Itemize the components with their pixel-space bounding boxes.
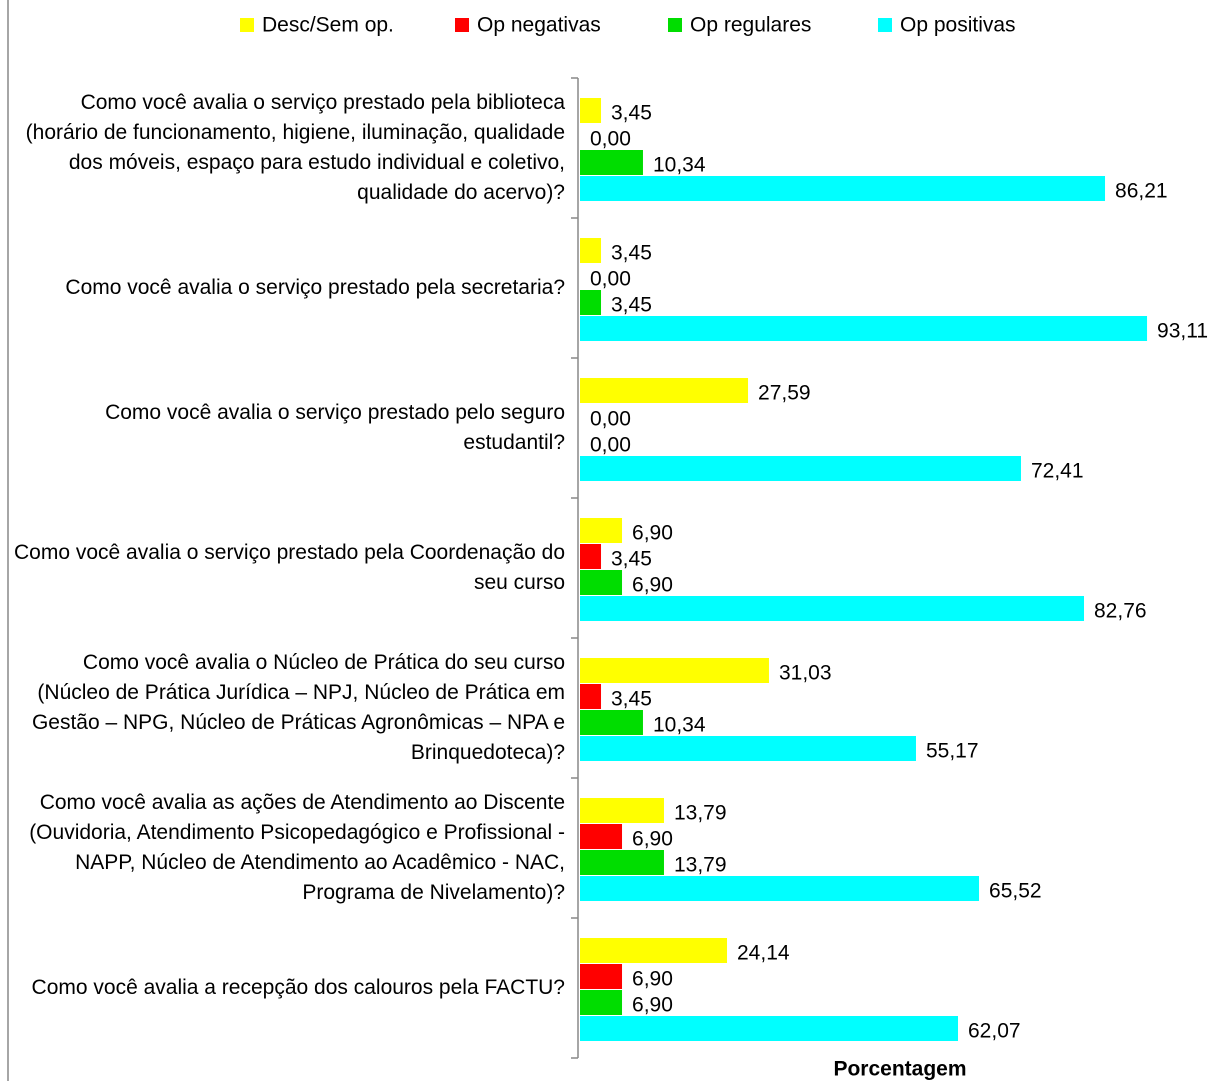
bar [580, 850, 664, 875]
legend-label: Op regulares [690, 14, 811, 37]
value-label: 3,45 [611, 294, 652, 317]
value-label: 3,45 [611, 548, 652, 571]
category-label: Como você avalia o serviço prestado pela… [14, 541, 565, 594]
value-label: 65,52 [989, 880, 1042, 903]
bar [580, 876, 980, 901]
category-label: Como você avalia o serviço prestado pela… [65, 276, 565, 299]
bar [580, 596, 1085, 621]
category-label: Como você avalia a recepção dos calouros… [31, 976, 565, 999]
value-label: 10,34 [653, 154, 706, 177]
value-label: 0,00 [590, 408, 631, 431]
value-label: 86,21 [1115, 180, 1168, 203]
value-label: 10,34 [653, 714, 706, 737]
category-label: Como você avalia o serviço prestado pela… [25, 91, 565, 204]
category-label: Como você avalia o Núcleo de Prática do … [31, 651, 565, 764]
value-label: 0,00 [590, 268, 631, 291]
value-label: 0,00 [590, 128, 631, 151]
value-label: 27,59 [758, 382, 811, 405]
bar [580, 570, 623, 595]
value-label: 0,00 [590, 434, 631, 457]
bar [580, 98, 602, 123]
x-axis-title: Porcentagem [833, 1058, 966, 1081]
bar [580, 938, 728, 963]
bar [580, 736, 916, 761]
value-label: 3,45 [611, 242, 652, 265]
bar [580, 176, 1106, 201]
bar [580, 710, 643, 735]
bar [580, 684, 602, 709]
bar [580, 658, 769, 683]
value-label: 6,90 [632, 968, 673, 991]
legend-swatch [240, 18, 254, 32]
legend-label: Desc/Sem op. [262, 14, 394, 37]
category-label: Como você avalia o serviço prestado pelo… [105, 401, 565, 454]
legend-swatch [455, 18, 469, 32]
value-label: 82,76 [1094, 600, 1147, 623]
legend-label: Op negativas [477, 14, 601, 37]
bar [580, 290, 602, 315]
legend-label: Op positivas [900, 14, 1016, 37]
value-label: 13,79 [674, 854, 727, 877]
bar [580, 518, 623, 543]
bar [580, 238, 602, 263]
value-label: 55,17 [926, 740, 979, 763]
bar [580, 150, 643, 175]
bar [580, 798, 664, 823]
bar [580, 1016, 959, 1041]
bar [580, 316, 1148, 341]
bar [580, 964, 623, 989]
value-label: 6,90 [632, 828, 673, 851]
value-label: 24,14 [737, 942, 790, 965]
legend-swatch [878, 18, 892, 32]
bar [580, 544, 602, 569]
category-label: Como você avalia as ações de Atendimento… [29, 791, 565, 904]
value-label: 13,79 [674, 802, 727, 825]
bar [580, 456, 1021, 481]
bar [580, 824, 623, 849]
bar [580, 378, 749, 403]
value-label: 31,03 [779, 662, 832, 685]
value-label: 62,07 [968, 1020, 1021, 1043]
bar [580, 990, 623, 1015]
value-label: 6,90 [632, 994, 673, 1017]
value-label: 72,41 [1031, 460, 1084, 483]
value-label: 93,11 [1157, 320, 1208, 343]
value-label: 6,90 [632, 574, 673, 597]
value-label: 6,90 [632, 522, 673, 545]
value-label: 3,45 [611, 102, 652, 125]
value-label: 3,45 [611, 688, 652, 711]
legend-swatch [668, 18, 682, 32]
